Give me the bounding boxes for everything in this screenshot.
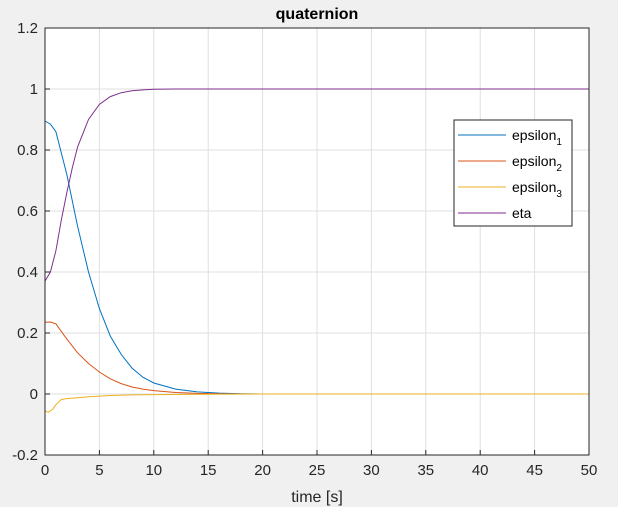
- series-lines: [44, 88, 589, 413]
- x-tick-label: 25: [309, 462, 326, 479]
- legend-entry-1: epsilon1: [512, 127, 562, 148]
- legend-subscript: 3: [556, 189, 562, 200]
- x-tick-label: 45: [526, 462, 543, 479]
- x-tick-label: 10: [145, 462, 162, 479]
- legend-entry-4: eta: [512, 205, 532, 221]
- x-tick-label: 5: [95, 462, 103, 479]
- tick-labels: 0 5 10 15 20 25 30 35 40 45 50-0.200.20.40.60.811.…: [12, 20, 597, 479]
- x-tick-label: 40: [472, 462, 489, 479]
- x-tick-label: 30: [363, 462, 380, 479]
- x-tick-label: 50: [581, 462, 598, 479]
- y-tick-label: 1.2: [17, 20, 38, 37]
- legend: epsilon1 epsilon2 epsilon3 eta: [453, 119, 573, 227]
- y-tick-label: 0: [30, 386, 38, 403]
- legend-entry-3: epsilon3: [512, 179, 562, 200]
- legend-box: [453, 119, 573, 227]
- legend-subscript: 1: [556, 137, 562, 148]
- series-line-4: [44, 88, 589, 282]
- y-tick-label: 0.6: [17, 203, 38, 220]
- chart-title: quaternion: [276, 6, 359, 23]
- legend-entry-2: epsilon2: [512, 153, 562, 174]
- y-tick-label: 0.2: [17, 325, 38, 342]
- y-tick-label: -0.2: [12, 447, 38, 464]
- x-tick-label: 15: [200, 462, 217, 479]
- x-tick-label: 35: [417, 462, 434, 479]
- y-tick-label: 0.4: [17, 264, 38, 281]
- x-axis-label: time [s]: [291, 489, 343, 506]
- x-tick-label: 20: [254, 462, 271, 479]
- y-tick-label: 1: [30, 81, 38, 98]
- legend-subscript: 2: [556, 163, 562, 174]
- y-tick-label: 0.8: [17, 142, 38, 159]
- x-tick-label: 0: [41, 462, 49, 479]
- series-line-3: [44, 393, 589, 413]
